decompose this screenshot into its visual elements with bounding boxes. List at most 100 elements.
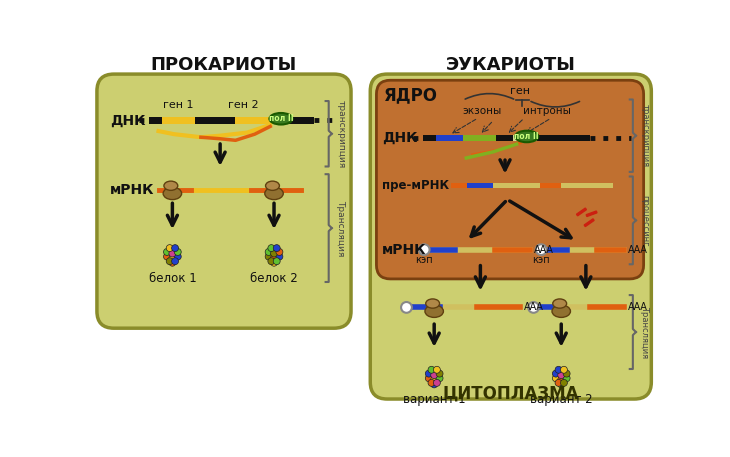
Circle shape [436, 370, 443, 377]
Text: мРНК: мРНК [382, 243, 426, 257]
Text: ААА: ААА [534, 244, 554, 255]
Text: транскрипция: транскрипция [640, 104, 650, 167]
Ellipse shape [266, 181, 280, 191]
Bar [451, 183, 467, 188]
Circle shape [555, 379, 562, 386]
Text: ЦИТОПЛАЗМА: ЦИТОПЛАЗМА [442, 385, 579, 403]
Bar [496, 134, 513, 142]
Text: вариант 2: вариант 2 [530, 393, 593, 406]
Circle shape [428, 379, 435, 386]
Bar [540, 183, 561, 188]
Circle shape [419, 244, 429, 255]
Circle shape [434, 367, 440, 373]
Text: ДНК: ДНК [382, 131, 418, 145]
Circle shape [276, 253, 283, 260]
Ellipse shape [265, 187, 283, 200]
Circle shape [436, 375, 443, 382]
Circle shape [265, 249, 272, 255]
FancyBboxPatch shape [377, 80, 644, 279]
Text: белок 1: белок 1 [148, 271, 196, 285]
Text: интроны: интроны [523, 106, 572, 116]
Ellipse shape [552, 305, 570, 318]
Text: ген 1: ген 1 [163, 100, 193, 110]
Text: ген 2: ген 2 [228, 100, 258, 110]
Bar [436, 134, 463, 142]
Text: ААА: ААА [629, 244, 648, 255]
Bar [423, 134, 591, 142]
Circle shape [172, 244, 179, 251]
Text: транскрипция: транскрипция [337, 100, 345, 168]
Circle shape [558, 372, 565, 379]
Circle shape [528, 302, 539, 313]
FancyBboxPatch shape [370, 74, 651, 399]
Circle shape [563, 375, 570, 382]
Circle shape [561, 379, 567, 386]
Circle shape [273, 244, 280, 251]
Ellipse shape [269, 113, 293, 124]
Circle shape [434, 379, 440, 386]
Text: ААА: ААА [629, 303, 648, 313]
Circle shape [271, 250, 277, 257]
Circle shape [426, 375, 432, 382]
Circle shape [273, 258, 280, 265]
Bar [162, 117, 195, 124]
Bar [198, 117, 231, 124]
Bar [148, 117, 150, 124]
Text: пол II: пол II [515, 132, 539, 141]
Ellipse shape [515, 131, 538, 142]
Circle shape [553, 375, 559, 382]
Circle shape [431, 372, 438, 379]
Text: ЭУКАРИОТЫ: ЭУКАРИОТЫ [446, 56, 576, 74]
Text: вариант 1: вариант 1 [403, 393, 466, 406]
Circle shape [276, 249, 283, 255]
Circle shape [172, 258, 179, 265]
Bar [561, 183, 612, 188]
Text: ААА: ААА [524, 303, 544, 313]
Circle shape [268, 258, 274, 265]
Ellipse shape [164, 181, 178, 191]
FancyArrow shape [584, 219, 594, 227]
Text: кэп: кэп [532, 255, 550, 265]
Text: белок 2: белок 2 [250, 271, 298, 285]
Text: Трансляция: Трансляция [337, 200, 345, 256]
Circle shape [271, 259, 277, 266]
Text: пол II: пол II [269, 114, 293, 123]
Text: кэп: кэп [415, 255, 433, 265]
Bar [493, 183, 540, 188]
Bar [463, 134, 496, 142]
Circle shape [431, 381, 438, 388]
Circle shape [558, 381, 565, 388]
Text: Трансляция: Трансляция [640, 306, 650, 358]
Circle shape [169, 250, 176, 257]
Circle shape [536, 244, 547, 255]
Text: ДНК: ДНК [110, 113, 145, 128]
Bar [451, 183, 612, 188]
Bar [467, 183, 493, 188]
Circle shape [164, 249, 171, 255]
Circle shape [166, 258, 173, 265]
Text: процессинг: процессинг [640, 195, 650, 246]
Text: экзоны: экзоны [462, 106, 502, 116]
Ellipse shape [553, 299, 566, 308]
Circle shape [401, 302, 412, 313]
FancyArrow shape [577, 208, 586, 216]
Circle shape [265, 253, 272, 260]
Circle shape [553, 370, 559, 377]
Bar [234, 117, 277, 124]
Bar [537, 134, 591, 142]
Ellipse shape [426, 299, 439, 308]
Circle shape [174, 253, 181, 260]
Circle shape [431, 376, 438, 383]
Text: ген: ген [510, 86, 531, 96]
Circle shape [271, 255, 277, 261]
FancyBboxPatch shape [97, 74, 351, 328]
Circle shape [426, 370, 432, 377]
Circle shape [174, 249, 181, 255]
Circle shape [563, 370, 570, 377]
Ellipse shape [163, 187, 182, 200]
Circle shape [428, 367, 435, 373]
Circle shape [164, 253, 171, 260]
Bar [148, 117, 314, 124]
Circle shape [561, 367, 567, 373]
Circle shape [166, 244, 173, 251]
